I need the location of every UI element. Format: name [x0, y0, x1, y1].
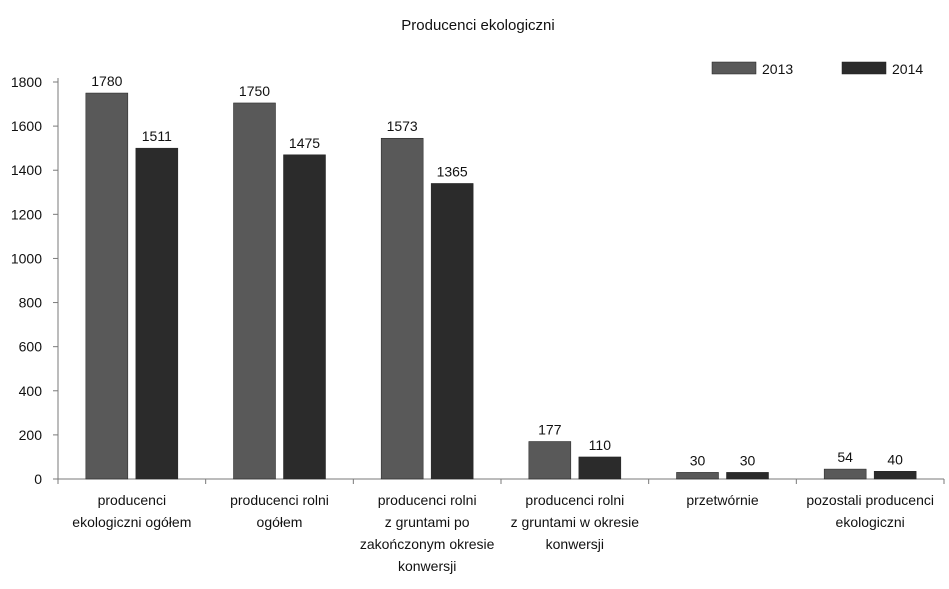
bar-2014: [578, 456, 622, 480]
category-label-line: producenci rolni: [230, 492, 329, 508]
category-label: producenci rolni z gruntami w okresie konw…: [511, 492, 640, 552]
category-label: producenci rolni ogółem: [230, 492, 329, 530]
bar-2013: [380, 137, 424, 480]
legend-swatch-2014: [841, 61, 887, 75]
category-label-line: ogółem: [257, 514, 303, 530]
category-label-line: producenci: [98, 492, 167, 508]
y-tick-label: 1000: [11, 250, 42, 266]
bar-2014: [283, 154, 326, 480]
legend-label-2014: 2014: [892, 61, 923, 77]
y-tick-label: 0: [34, 471, 42, 487]
category-label-line: ekologiczni: [836, 514, 905, 530]
data-label: 30: [740, 452, 756, 468]
category-label-line: konwersji: [398, 558, 456, 574]
category-label-line: zakończonym okresie: [360, 536, 495, 552]
data-label: 40: [887, 451, 903, 467]
category-label-line: konwersji: [546, 536, 604, 552]
data-label: 1475: [289, 135, 320, 151]
bar-2013: [528, 441, 572, 480]
legend-swatch-2013: [711, 61, 757, 75]
data-label: 1511: [142, 128, 172, 144]
category-label-line: przetwórnie: [686, 492, 759, 508]
data-label: 1365: [437, 163, 468, 179]
bar-2013: [85, 92, 129, 480]
category-label: producenci rolni z gruntami po zakończonym…: [360, 492, 495, 574]
bar-2013: [233, 102, 276, 480]
bar-2014: [873, 471, 917, 480]
bar-2014: [430, 183, 474, 480]
data-label: 177: [538, 422, 562, 438]
data-label: 30: [690, 452, 706, 468]
category-label-line: z gruntami po: [385, 514, 470, 530]
data-label: 1750: [239, 83, 270, 99]
data-label: 54: [837, 449, 853, 465]
y-tick-label: 1600: [11, 118, 42, 134]
y-tick-label: 1400: [11, 162, 42, 178]
category-label-line: pozostali producenci: [806, 492, 934, 508]
bar-2014: [726, 472, 769, 480]
category-label: producenci ekologiczni ogółem: [72, 492, 191, 530]
legend-label-2013: 2013: [762, 61, 793, 77]
y-tick-label: 400: [19, 383, 43, 399]
data-label: 1780: [91, 73, 122, 89]
data-label: 110: [589, 437, 612, 453]
category-label-line: ekologiczni ogółem: [72, 514, 191, 530]
y-tick-label: 600: [19, 339, 43, 355]
bar-2013: [676, 472, 719, 480]
category-label-line: z gruntami w okresie: [511, 514, 640, 530]
data-label: 1573: [387, 118, 418, 134]
category-label-line: producenci rolni: [525, 492, 624, 508]
y-tick-label: 1800: [11, 74, 42, 90]
y-tick-label: 200: [19, 427, 43, 443]
bar-2014: [135, 147, 179, 480]
chart-title: Producenci ekologiczni: [401, 17, 554, 34]
bar-2013: [823, 468, 867, 480]
category-label-line: producenci rolni: [378, 492, 477, 508]
category-label: pozostali producenci ekologiczni: [806, 492, 934, 530]
y-tick-label: 1200: [11, 206, 42, 222]
y-tick-label: 800: [19, 295, 43, 311]
category-label: przetwórnie: [686, 492, 759, 508]
